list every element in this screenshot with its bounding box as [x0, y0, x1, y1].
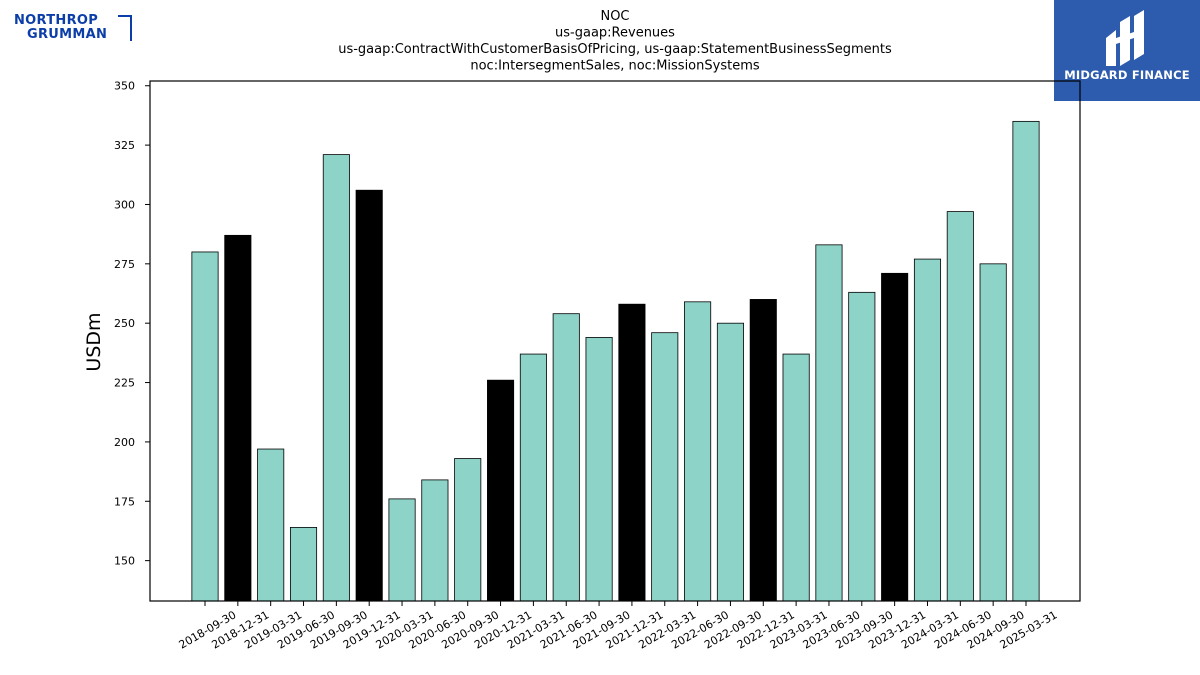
bar — [322, 154, 350, 602]
bar — [421, 479, 449, 602]
bar — [585, 337, 613, 602]
bar — [749, 299, 777, 602]
bar — [782, 353, 810, 602]
chart-title: NOC us-gaap:Revenuesus-gaap:ContractWithC… — [338, 9, 892, 74]
bar — [651, 332, 679, 602]
midgard-mark-icon — [1106, 10, 1144, 66]
logo-bracket-icon — [118, 15, 132, 41]
x-axis: 2018-09-302018-12-312019-03-312019-06-30… — [177, 601, 1060, 652]
bar — [1012, 120, 1040, 602]
y-axis: 150 175 200 225 250 275 300 325 350 — [114, 80, 150, 568]
bar — [881, 272, 909, 602]
chart-title-line: noc:IntersegmentSales, noc:MissionSystem… — [470, 59, 759, 74]
bar — [552, 313, 580, 602]
y-tick-label: 225 — [114, 377, 135, 390]
bar — [454, 458, 482, 602]
bar — [946, 211, 974, 602]
chart-title-line: us-gaap:ContractWithCustomerBasisOfPrici… — [338, 42, 892, 57]
y-tick-label: 200 — [114, 436, 135, 449]
chart-title-line: NOC — [600, 9, 629, 24]
bar-series — [191, 120, 1040, 602]
midgard-finance-logo: MIDGARD FINANCE — [1054, 0, 1200, 101]
bar — [815, 244, 843, 602]
bar — [519, 353, 547, 602]
y-axis-title: USDm — [83, 312, 105, 371]
y-tick-label: 350 — [114, 80, 135, 93]
y-tick-label: 275 — [114, 258, 135, 271]
bar — [224, 234, 252, 602]
plot-frame — [149, 80, 1081, 602]
bar — [191, 251, 219, 602]
bar — [355, 189, 383, 602]
bar — [913, 258, 942, 602]
northrop-grumman-logo: NORTHROP GRUMMAN — [14, 14, 134, 44]
chart-title-line: us-gaap:Revenues — [555, 26, 675, 41]
y-tick-label: 300 — [114, 198, 135, 211]
bar — [487, 379, 515, 602]
logo-line-2: GRUMMAN — [27, 27, 108, 42]
y-tick-label: 150 — [114, 555, 135, 568]
bar — [684, 301, 712, 602]
bar — [618, 303, 646, 602]
bar — [257, 448, 285, 602]
y-tick-label: 325 — [114, 139, 135, 152]
logo-line-1: NORTHROP — [14, 13, 99, 28]
y-tick-label: 175 — [114, 495, 135, 508]
bar — [388, 498, 416, 602]
bar — [979, 263, 1007, 602]
midgard-finance-text: MIDGARD FINANCE — [1064, 68, 1190, 82]
bar — [716, 322, 744, 602]
bar — [289, 526, 318, 602]
y-tick-label: 250 — [114, 317, 135, 330]
bar — [848, 291, 876, 602]
